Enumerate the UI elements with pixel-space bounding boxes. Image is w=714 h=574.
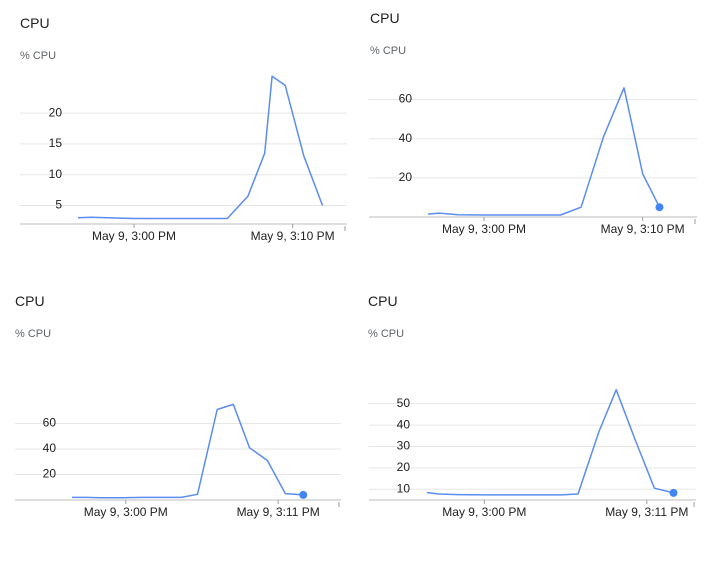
x-tick-label: May 9, 3:00 PM xyxy=(84,505,168,519)
chart-title: CPU xyxy=(15,293,45,309)
y-tick-label: 40 xyxy=(397,417,411,431)
chart-panel-2: CPU % CPU 20 40 60 May 9, 3:00 PM May 9, 3:1… xyxy=(356,0,710,270)
cpu-line-chart-4: 10 20 30 40 50 May 9, 3:00 PM May 9, 3:11 PM xyxy=(369,389,696,519)
x-tick-label: May 9, 3:11 PM xyxy=(605,505,688,519)
y-axis-unit-label: % CPU xyxy=(370,45,407,57)
x-tick-label: May 9, 3:11 PM xyxy=(237,505,320,519)
chart-panel-1: CPU % CPU 5 10 15 20 May 9, 3:00 PM May 9, 3:… xyxy=(6,0,354,272)
y-tick-label: 20 xyxy=(397,460,411,474)
latest-value-marker xyxy=(669,488,678,497)
x-tick-label: May 9, 3:00 PM xyxy=(92,229,176,243)
chart-panel-4: CPU % CPU 10 20 30 40 50 May 9, 3:00 PM May 9,… xyxy=(356,284,710,564)
y-tick-label: 20 xyxy=(49,105,63,119)
cpu-line-chart-2: 20 40 60 May 9, 3:00 PM May 9, 3:10 PM xyxy=(369,87,697,236)
x-tick-label: May 9, 3:00 PM xyxy=(442,505,526,519)
y-tick-label: 60 xyxy=(399,92,413,106)
y-tick-label: 10 xyxy=(49,167,63,181)
chart-title: CPU xyxy=(368,293,398,309)
y-tick-label: 20 xyxy=(399,170,413,184)
y-tick-label: 50 xyxy=(397,396,411,410)
y-tick-label: 60 xyxy=(43,416,57,430)
y-tick-label: 40 xyxy=(43,441,57,455)
x-tick-label: May 9, 3:00 PM xyxy=(442,222,526,236)
cpu-series-line xyxy=(72,403,304,499)
cpu-series-line xyxy=(427,87,661,216)
x-tick-label: May 9, 3:10 PM xyxy=(251,229,335,243)
y-tick-label: 5 xyxy=(55,198,62,212)
x-tick-label: May 9, 3:10 PM xyxy=(601,222,685,236)
cpu-line-chart-3: 20 40 60 May 9, 3:00 PM May 9, 3:11 PM xyxy=(15,403,341,519)
chart-title: CPU xyxy=(20,15,50,31)
cpu-line-chart-1: 5 10 15 20 May 9, 3:00 PM May 9, 3:10 PM xyxy=(20,75,347,243)
latest-value-marker xyxy=(299,490,308,499)
y-tick-label: 10 xyxy=(397,481,411,495)
cpu-series-line xyxy=(426,389,674,496)
y-tick-label: 20 xyxy=(43,467,57,481)
y-axis-unit-label: % CPU xyxy=(368,328,405,340)
y-tick-label: 40 xyxy=(399,131,413,145)
y-tick-label: 15 xyxy=(49,136,63,150)
y-axis-unit-label: % CPU xyxy=(20,50,57,62)
cpu-series-line xyxy=(77,75,324,220)
chart-title: CPU xyxy=(370,10,400,26)
chart-panel-3: CPU % CPU 20 40 60 May 9, 3:00 PM May 9, 3:1… xyxy=(0,284,354,564)
y-tick-label: 30 xyxy=(397,439,411,453)
latest-value-marker xyxy=(655,203,664,212)
y-axis-unit-label: % CPU xyxy=(15,328,52,340)
